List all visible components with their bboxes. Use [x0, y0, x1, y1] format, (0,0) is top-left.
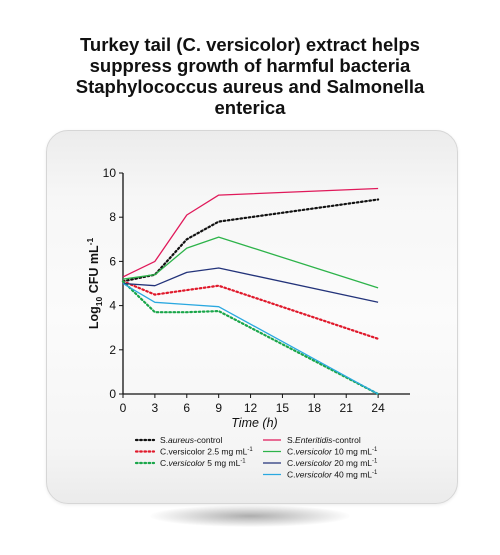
x-tick-label: 15	[276, 401, 290, 415]
legend-label-2: C.versicolor 5 mg mL-1	[160, 458, 246, 468]
series-line-6	[122, 282, 379, 395]
y-axis-label: Log10 CFU mL-1	[85, 238, 104, 330]
y-tick-label: 10	[103, 166, 117, 180]
y-tick-label: 8	[109, 210, 116, 224]
title-line-2: suppress growth of harmful bacteria	[89, 55, 411, 76]
series-line-5	[122, 267, 379, 303]
title-line-4: enterica	[214, 97, 286, 118]
x-tick-label: 12	[244, 401, 258, 415]
x-tick-label: 6	[183, 401, 190, 415]
legend-label-5: C.versicolor 20 mg mL-1	[287, 458, 378, 468]
x-tick-label: 24	[371, 401, 385, 415]
y-tick-label: 2	[109, 343, 116, 357]
y-tick-label: 0	[109, 387, 116, 401]
x-tick-label: 18	[308, 401, 322, 415]
legend-label-6: C.versicolor 40 mg mL-1	[287, 470, 378, 480]
x-tick-label: 21	[340, 401, 354, 415]
series-line-3	[122, 187, 379, 278]
legend-label-1: C.versicolor 2.5 mg mL-1	[160, 447, 253, 457]
legend-label-0: S.aureus-control	[160, 435, 222, 445]
title-line-1: Turkey tail (C. versicolor) extract help…	[80, 34, 420, 55]
chart-title: Turkey tail (C. versicolor) extract help…	[20, 34, 480, 118]
legend-label-3: S.Enteritidis-control	[287, 435, 361, 445]
y-tick-label: 4	[109, 299, 116, 313]
card-shadow	[150, 505, 350, 527]
legend-label-4: C.versicolor 10 mg mL-1	[287, 447, 378, 457]
y-tick-label: 6	[109, 254, 116, 268]
title-line-3: Staphylococcus aureus and Salmonella	[75, 76, 425, 97]
x-tick-label: 0	[120, 401, 127, 415]
series-line-4	[122, 236, 379, 289]
series-line-1	[121, 280, 380, 340]
chart-card	[46, 130, 458, 504]
x-tick-label: 9	[215, 401, 222, 415]
series-line-0	[121, 198, 380, 283]
x-tick-label: 3	[152, 401, 159, 415]
series-line-2	[121, 280, 380, 396]
x-axis-label: Time (h)	[231, 416, 277, 430]
